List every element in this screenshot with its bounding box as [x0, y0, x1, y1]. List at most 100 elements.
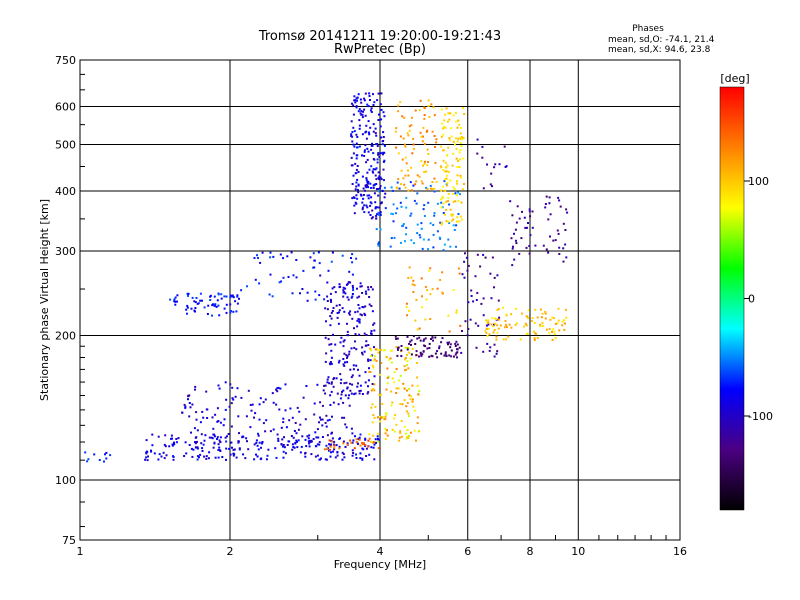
- data-point: [422, 350, 425, 353]
- data-point: [484, 330, 487, 333]
- data-point: [348, 270, 351, 273]
- data-point: [566, 211, 569, 214]
- data-point: [196, 455, 199, 458]
- data-point: [486, 342, 489, 345]
- data-point: [104, 453, 106, 456]
- data-point: [496, 324, 499, 327]
- data-point: [505, 323, 508, 326]
- data-point: [284, 452, 287, 455]
- data-point: [151, 433, 154, 436]
- data-point: [146, 450, 149, 453]
- data-point: [347, 298, 350, 301]
- data-point: [443, 243, 446, 246]
- grid-lines: [80, 60, 680, 540]
- data-point: [219, 421, 222, 424]
- data-point: [377, 92, 380, 95]
- data-point: [460, 201, 463, 204]
- data-point: [205, 455, 208, 458]
- data-point: [449, 139, 451, 142]
- data-point: [256, 254, 258, 257]
- data-point: [302, 269, 305, 272]
- data-point: [407, 189, 410, 192]
- data-point: [329, 445, 332, 448]
- data-point: [377, 243, 380, 246]
- stats-x: mean, sd,X: 94.6, 23.8: [608, 45, 711, 55]
- data-point: [292, 436, 295, 439]
- data-point: [312, 438, 315, 440]
- data-point: [404, 369, 406, 372]
- data-point: [381, 143, 384, 146]
- data-point: [434, 352, 437, 355]
- data-point: [354, 311, 357, 314]
- data-point: [492, 325, 495, 328]
- data-point: [489, 183, 492, 186]
- data-point: [430, 103, 433, 106]
- data-point: [338, 309, 341, 312]
- data-point: [474, 275, 477, 278]
- data-point: [319, 274, 322, 277]
- data-point: [441, 337, 444, 340]
- data-point: [395, 392, 398, 394]
- data-point: [370, 305, 373, 307]
- data-point: [418, 355, 420, 358]
- data-point: [370, 109, 372, 112]
- data-point: [370, 349, 373, 352]
- data-point: [565, 308, 567, 311]
- data-point: [384, 438, 387, 441]
- data-point: [392, 220, 395, 223]
- data-point: [375, 441, 377, 444]
- data-point: [162, 451, 165, 454]
- data-point: [460, 351, 463, 354]
- data-point: [355, 257, 358, 260]
- data-point: [281, 438, 284, 441]
- data-point: [548, 328, 551, 331]
- data-point: [428, 116, 431, 118]
- data-point: [375, 359, 378, 362]
- data-point: [412, 184, 415, 187]
- data-point: [356, 136, 359, 138]
- data-point: [426, 347, 429, 350]
- data-point: [213, 442, 216, 445]
- data-point: [352, 126, 355, 129]
- data-point: [324, 458, 327, 461]
- data-point: [324, 422, 327, 424]
- data-point: [462, 107, 464, 110]
- data-point: [146, 459, 149, 462]
- data-point: [404, 358, 406, 361]
- data-point: [237, 440, 240, 443]
- data-point: [196, 302, 199, 305]
- data-point: [372, 434, 375, 437]
- data-point: [435, 180, 438, 183]
- data-point: [176, 294, 179, 297]
- data-point: [531, 210, 534, 213]
- data-point: [300, 445, 303, 448]
- data-point: [421, 353, 424, 356]
- data-point: [389, 245, 392, 248]
- data-point: [275, 403, 278, 406]
- data-point: [321, 404, 324, 407]
- data-point: [342, 358, 345, 360]
- data-point: [416, 223, 419, 226]
- data-point: [491, 256, 494, 259]
- data-point: [544, 203, 547, 205]
- data-point: [553, 333, 556, 336]
- x-tick-label: 4: [377, 545, 384, 558]
- data-point: [527, 222, 529, 224]
- data-point: [358, 436, 361, 439]
- data-point: [318, 441, 321, 444]
- data-point: [528, 252, 531, 255]
- data-point: [419, 99, 422, 102]
- data-point: [227, 433, 230, 435]
- data-point: [544, 310, 547, 313]
- data-point: [382, 136, 385, 138]
- data-point: [395, 146, 398, 149]
- data-point: [313, 266, 316, 269]
- data-point: [338, 359, 341, 362]
- data-point: [515, 239, 517, 242]
- data-point: [291, 443, 294, 446]
- data-point: [295, 439, 298, 442]
- data-point: [330, 390, 333, 393]
- data-point: [525, 332, 528, 335]
- data-point: [194, 301, 197, 304]
- data-point: [445, 174, 448, 177]
